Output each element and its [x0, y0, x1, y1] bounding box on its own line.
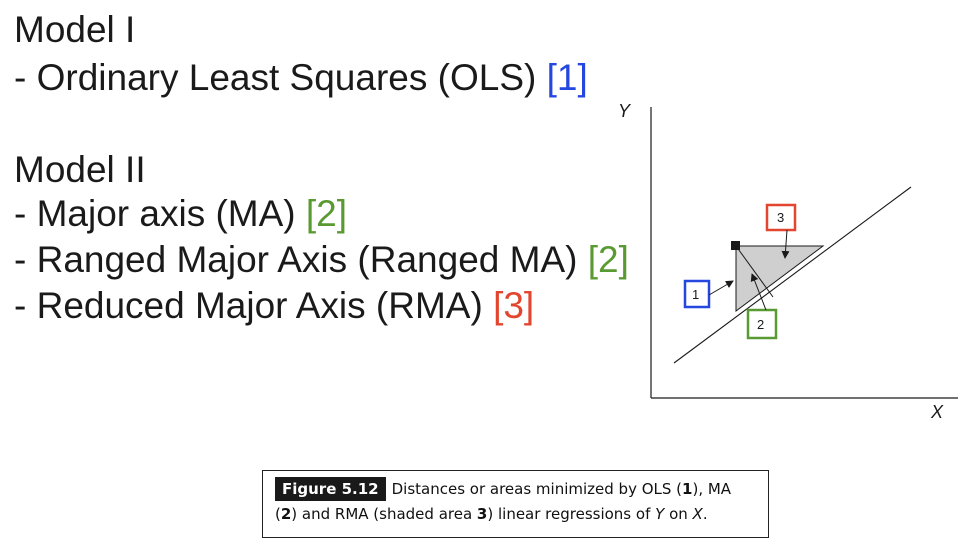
rma-shaded-area	[735, 245, 825, 312]
ma-perpendicular	[735, 245, 774, 298]
caption-text: on	[664, 505, 693, 523]
item-text: - Ordinary Least Squares (OLS)	[14, 57, 547, 98]
model2-item-ranged-ma: - Ranged Major Axis (Ranged MA) [2]	[14, 238, 629, 282]
figure-caption: Figure 5.12 Distances or areas minimized …	[262, 470, 769, 538]
y-axis-label: Y	[618, 101, 632, 121]
caption-num-2: 2	[280, 505, 292, 523]
model2-item-rma: - Reduced Major Axis (RMA) [3]	[14, 284, 534, 328]
arrow-2	[750, 273, 767, 311]
model2-heading: Model II	[14, 149, 146, 190]
caption-text: (	[275, 505, 281, 523]
box-2-label: 2	[757, 317, 764, 332]
ref-3: [3]	[493, 285, 535, 326]
box-1-label: 1	[692, 287, 699, 302]
figure-label: Figure 5.12	[275, 477, 386, 501]
box-3-label: 3	[777, 210, 784, 225]
regression-line	[673, 186, 912, 364]
observation-point	[731, 241, 740, 250]
caption-text: ), MA	[692, 480, 732, 498]
arrow-1	[708, 280, 734, 296]
caption-text: ) and RMA (shaded area	[291, 505, 477, 523]
box-1	[683, 279, 711, 309]
item-text: - Major axis (MA)	[14, 193, 306, 234]
ref-2: [2]	[587, 239, 629, 280]
arrow-3	[781, 229, 790, 259]
caption-var-y: Y	[655, 505, 665, 523]
caption-var-x: X	[692, 505, 703, 523]
item-text: - Ranged Major Axis (Ranged MA)	[14, 239, 588, 280]
model1-item-ols: - Ordinary Least Squares (OLS) [1]	[14, 56, 588, 100]
model2-item-ma: - Major axis (MA) [2]	[14, 192, 347, 236]
caption-text: .	[702, 505, 708, 523]
ref-2: [2]	[305, 193, 348, 234]
box-2	[746, 308, 778, 340]
caption-text: ) linear regressions of	[487, 505, 656, 523]
caption-num-3: 3	[476, 505, 488, 523]
x-axis-label: X	[930, 402, 944, 422]
caption-num-1: 1	[682, 480, 693, 498]
box-3	[765, 203, 797, 232]
ref-1: [1]	[546, 57, 588, 98]
item-text: - Reduced Major Axis (RMA)	[14, 285, 494, 326]
caption-text: Distances or areas minimized by OLS (	[391, 480, 683, 498]
model1-heading: Model I	[14, 9, 136, 50]
